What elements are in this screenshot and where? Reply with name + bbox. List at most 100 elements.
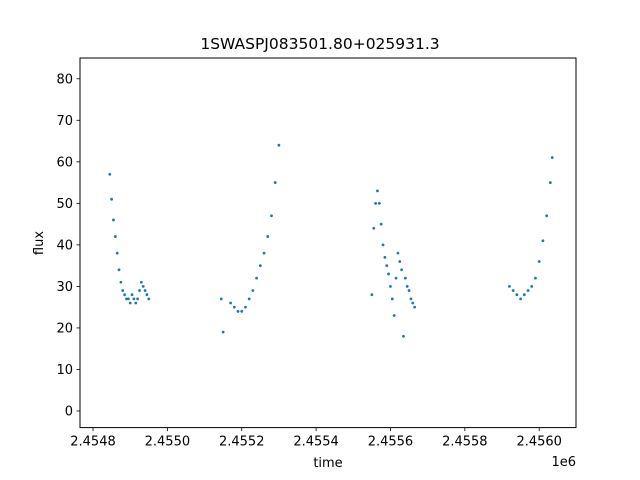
data-point	[147, 297, 151, 301]
data-point	[219, 297, 223, 301]
data-point	[126, 297, 130, 301]
data-point	[108, 172, 112, 176]
data-point	[389, 285, 392, 288]
data-point	[229, 301, 232, 305]
data-point	[402, 334, 405, 338]
data-point	[511, 289, 515, 292]
x-tick-label: 2.4548	[70, 435, 116, 450]
data-point	[407, 289, 411, 292]
data-point	[381, 243, 385, 247]
data-point	[262, 251, 266, 255]
data-point	[411, 301, 415, 305]
data-point	[377, 201, 381, 205]
data-point	[390, 297, 394, 301]
data-point	[136, 297, 140, 301]
x-tick-label: 2.4550	[145, 435, 191, 450]
data-point	[141, 285, 145, 288]
data-point	[383, 255, 387, 259]
data-point	[398, 260, 402, 263]
data-point	[110, 197, 113, 201]
data-point	[134, 301, 138, 305]
data-point	[403, 276, 407, 280]
chart-title: 1SWASPJ083501.80+025931.3	[200, 35, 439, 53]
y-tick-label: 40	[56, 238, 73, 253]
data-point	[394, 276, 398, 280]
data-point	[409, 297, 413, 301]
data-point	[132, 297, 136, 301]
data-point	[372, 226, 376, 230]
data-point	[251, 289, 255, 292]
data-point	[550, 156, 554, 160]
data-point	[236, 309, 240, 313]
y-tick-label: 30	[56, 280, 73, 295]
y-axis-ticks: 0 10 20 30 40 50 60 70 80	[56, 72, 80, 419]
y-tick-label: 0	[65, 404, 73, 419]
data-point	[545, 214, 549, 218]
x-axis-title: time	[313, 456, 342, 471]
data-point	[247, 297, 251, 301]
data-point	[522, 293, 526, 297]
x-tick-label: 2.4556	[368, 435, 414, 450]
data-point	[244, 305, 247, 309]
y-tick-label: 10	[56, 363, 73, 378]
data-point	[121, 289, 125, 292]
data-point	[255, 276, 259, 280]
data-point	[413, 305, 417, 309]
data-point	[117, 268, 121, 272]
data-point	[113, 235, 117, 238]
data-point	[515, 293, 519, 297]
data-point	[115, 251, 119, 255]
data-point	[145, 293, 149, 297]
data-point	[392, 314, 396, 317]
data-point	[519, 297, 522, 301]
x-tick-label: 2.4558	[442, 435, 488, 450]
x-tick-label: 2.4554	[293, 435, 339, 450]
data-point	[270, 214, 273, 218]
data-point	[130, 293, 134, 297]
data-point	[139, 280, 143, 284]
x-axis-offset-label: 1e6	[551, 455, 576, 470]
data-point	[508, 285, 511, 288]
y-tick-label: 20	[56, 321, 73, 336]
data-point	[537, 260, 541, 263]
data-point	[374, 201, 377, 205]
x-tick-label: 2.4552	[219, 435, 265, 450]
data-point	[387, 272, 391, 276]
data-point	[376, 189, 379, 193]
data-point	[400, 268, 404, 272]
data-point	[143, 289, 147, 292]
y-tick-label: 70	[56, 114, 73, 129]
x-tick-label: 2.4560	[516, 435, 562, 450]
data-point	[379, 222, 383, 226]
data-point	[526, 289, 530, 292]
data-point	[370, 293, 374, 297]
data-point	[138, 289, 141, 292]
data-point	[258, 264, 262, 268]
data-point	[119, 280, 123, 284]
data-point	[385, 264, 389, 268]
y-tick-label: 50	[56, 197, 73, 212]
plot-frame	[79, 57, 577, 429]
data-point	[123, 293, 127, 297]
data-point	[221, 330, 225, 334]
data-point	[277, 143, 281, 147]
data-point	[240, 309, 244, 313]
y-tick-label: 80	[56, 72, 73, 87]
data-point	[548, 181, 552, 184]
data-point	[273, 181, 277, 184]
y-axis-title: flux	[32, 231, 47, 255]
data-point	[266, 235, 270, 238]
data-point	[530, 285, 534, 288]
data-point	[396, 251, 400, 255]
data-point	[232, 305, 236, 309]
x-axis-ticks: 2.4548 2.4550 2.4552 2.4554 2.4556 2.4558 2.45…	[70, 427, 562, 450]
data-point	[534, 276, 537, 280]
data-point	[541, 239, 545, 243]
y-tick-label: 60	[56, 155, 73, 170]
data-points	[108, 143, 554, 338]
data-point	[112, 218, 115, 222]
data-point	[405, 285, 409, 288]
data-point	[128, 301, 132, 305]
